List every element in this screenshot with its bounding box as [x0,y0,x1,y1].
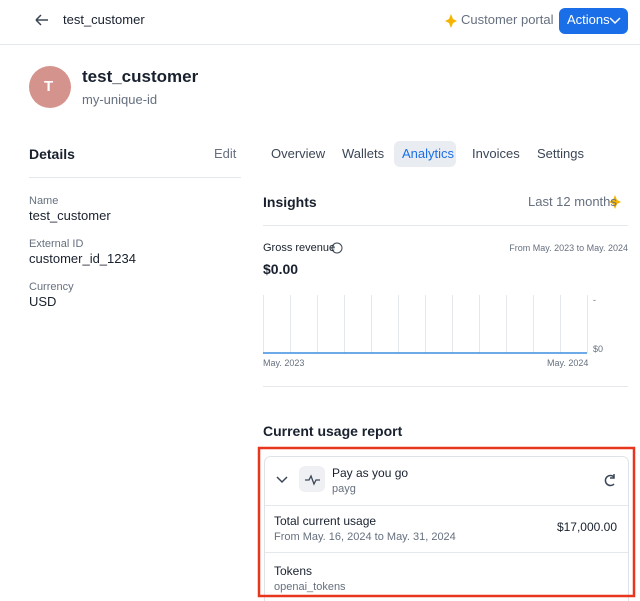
sparkle [445,14,457,28]
metric-range: From May. 2023 to May. 2024 [509,243,628,253]
total-value: $17,000.00 [556,520,617,534]
info-icon[interactable] [331,242,343,254]
total-label: Total current usage [274,514,377,528]
field-value: customer_id_1234 [29,251,136,266]
header-title: test_customer [63,12,145,27]
y-label: - [593,295,596,305]
field-label: Name [29,195,59,207]
tab[interactable]: Overview [271,146,326,161]
tab[interactable]: Invoices [472,146,520,161]
customer-portal-link[interactable]: Customer portal [461,12,554,27]
plan-code: payg [332,483,356,495]
y-label: $0 [593,344,604,354]
tab[interactable]: Wallets [342,146,385,161]
avatar [29,66,71,108]
edit-link[interactable]: Edit [214,146,237,161]
field-value: USD [29,294,57,309]
tab-selected-bg [394,141,456,167]
x-label: May. 2023 [263,358,305,368]
actions-button[interactable] [559,8,628,34]
customer-id: my-unique-id [82,92,158,107]
total-range: From May. 16, 2024 to May. 31, 2024 [274,531,456,543]
chart-grid [263,295,588,353]
x-label: May. 2024 [547,358,589,368]
field-value: test_customer [29,208,111,223]
sparkle [609,195,621,209]
usage-title: Current usage report [263,423,403,439]
back-arrow[interactable] [35,14,48,26]
chevron [609,17,621,25]
highlight-box [257,446,636,598]
tab[interactable]: Analytics [402,146,455,161]
actions-label[interactable]: Actions [567,12,610,27]
period-selector[interactable]: Last 12 months [528,194,617,209]
expand-chevron[interactable] [276,476,288,484]
insights-title: Insights [263,194,317,210]
refresh-icon[interactable] [604,474,615,487]
metric-name: Tokens [274,564,313,578]
customer-name: test_customer [82,67,199,86]
plan-icon-glyph [305,474,320,486]
field-label: External ID [29,238,84,250]
details-title: Details [29,146,75,162]
metric-label: Gross revenue [263,242,336,254]
metric-total: $0.00 [263,261,299,277]
plan-name: Pay as you go [332,466,409,480]
metric-code: openai_tokens [274,581,346,593]
avatar-letter: T [44,78,54,95]
tab[interactable]: Settings [537,146,584,161]
usage-card [264,456,629,601]
field-label: Currency [29,281,74,293]
